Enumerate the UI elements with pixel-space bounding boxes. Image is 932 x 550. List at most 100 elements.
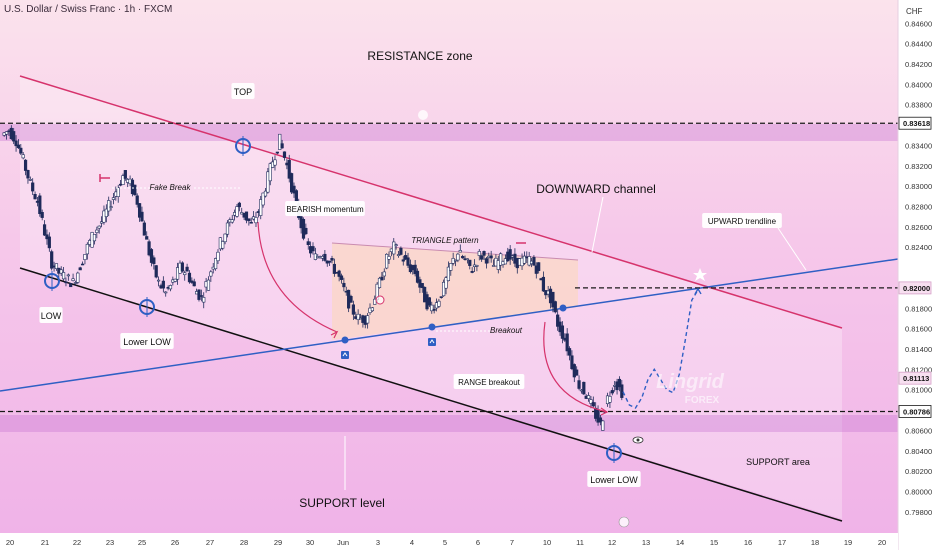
time-tick-label: 20 — [6, 538, 14, 547]
candle-body — [560, 325, 565, 339]
lower-low-1-label-box — [120, 333, 174, 349]
projection-arrow-icon — [694, 287, 702, 295]
up-arrow-icon — [342, 352, 348, 357]
lower-low-2-label-box — [587, 471, 641, 487]
channel-pointer-line — [591, 196, 604, 253]
price-tag-box — [898, 405, 932, 418]
candle-body — [83, 254, 87, 260]
price-tick-label: 0.84200 — [905, 60, 932, 69]
price-tick-label: 0.83000 — [905, 182, 932, 191]
watermark-sub: FOREX — [685, 395, 720, 406]
price-tick-label: 0.80000 — [905, 487, 932, 496]
candle-body — [280, 143, 284, 149]
candle-body — [475, 265, 479, 267]
downward-channel-line[interactable] — [19, 75, 843, 329]
time-tick-label: 12 — [608, 538, 616, 547]
candle-body — [617, 378, 622, 388]
price-tick-label: 0.84400 — [905, 40, 932, 49]
candle-body — [427, 297, 431, 306]
time-tick-label: 30 — [306, 538, 314, 547]
candle-body — [430, 304, 434, 312]
resistance-marker-icon — [418, 110, 428, 120]
candle-body — [456, 253, 460, 261]
time-tick-label: 27 — [206, 538, 214, 547]
candle-body — [28, 179, 32, 181]
price-tick-label: 0.83400 — [905, 141, 932, 150]
candle-body — [59, 269, 63, 274]
candle-body — [598, 417, 603, 423]
candle-body — [221, 241, 225, 249]
candle-body — [197, 289, 201, 300]
range-breakout-arrow — [543, 321, 608, 413]
candle-body — [306, 241, 310, 245]
bearish-momentum-label: BEARISH momentum — [286, 205, 364, 214]
candle-body — [575, 369, 579, 376]
candle-body — [480, 255, 484, 260]
time-tick-label: 17 — [778, 538, 786, 547]
candle-body — [199, 295, 203, 297]
candle-body — [137, 203, 142, 218]
price-tick-label: 0.83800 — [905, 101, 932, 110]
candle-body — [273, 159, 277, 166]
price-tag-label: 0.82000 — [903, 284, 930, 293]
lightning-icon — [618, 516, 630, 528]
candle-body — [71, 278, 75, 281]
candle-body — [290, 173, 294, 193]
candle-body — [582, 381, 586, 395]
candle-body — [601, 420, 605, 431]
candle-body — [380, 276, 384, 281]
candle-body — [107, 200, 111, 212]
candle-body — [116, 187, 120, 197]
candle-body — [541, 276, 546, 292]
time-tick-label: 6 — [476, 538, 480, 547]
candle-body — [342, 282, 346, 288]
time-tick-label: 29 — [274, 538, 282, 547]
price-tick-label: 0.81200 — [905, 365, 932, 374]
candle-body — [349, 296, 353, 303]
up-arrow-badge-icon — [428, 338, 436, 346]
candle-body — [446, 266, 451, 282]
candle-body — [377, 277, 382, 288]
time-tick-label: 20 — [878, 538, 886, 547]
candle-body — [206, 279, 211, 291]
candle-body — [406, 257, 410, 266]
candle-body — [387, 256, 391, 260]
candle-body — [449, 263, 453, 271]
projection-path — [622, 289, 699, 409]
candle-body — [591, 402, 595, 407]
candle-body — [80, 263, 85, 266]
price-tag-label: 0.80786 — [903, 407, 930, 416]
price-tick-label: 0.81600 — [905, 325, 932, 334]
candle-body — [263, 190, 268, 197]
candle-body — [109, 206, 113, 208]
candle-body — [85, 243, 89, 255]
candle-body — [261, 192, 265, 206]
candle-body — [275, 151, 279, 154]
candle-body — [608, 395, 612, 403]
price-tag-label: 0.83618 — [903, 119, 930, 128]
currency-label: CHF — [906, 7, 923, 16]
candle-body — [437, 300, 441, 307]
candle-body — [173, 278, 177, 282]
downward-channel-label: DOWNWARD channel — [536, 182, 656, 196]
candle-body — [73, 282, 78, 284]
time-tick-label: 7 — [510, 538, 514, 547]
candle-body — [223, 233, 227, 243]
candle-body — [266, 171, 270, 193]
upward-trendline[interactable] — [0, 258, 899, 392]
candle-body — [323, 253, 327, 261]
candle-body — [287, 159, 291, 179]
trendline-touch-dot — [428, 323, 436, 331]
candle-body — [123, 170, 127, 179]
lower-low-1-label: Lower LOW — [123, 337, 171, 347]
price-tick-label: 0.80400 — [905, 447, 932, 456]
time-tick-label: 19 — [844, 538, 852, 547]
up-arrow-badge-icon — [341, 351, 349, 359]
candle-body — [370, 307, 374, 312]
candle-body — [247, 218, 251, 222]
candle-body — [54, 263, 59, 269]
candle-body — [482, 251, 486, 256]
support-channel-line[interactable] — [19, 267, 843, 522]
